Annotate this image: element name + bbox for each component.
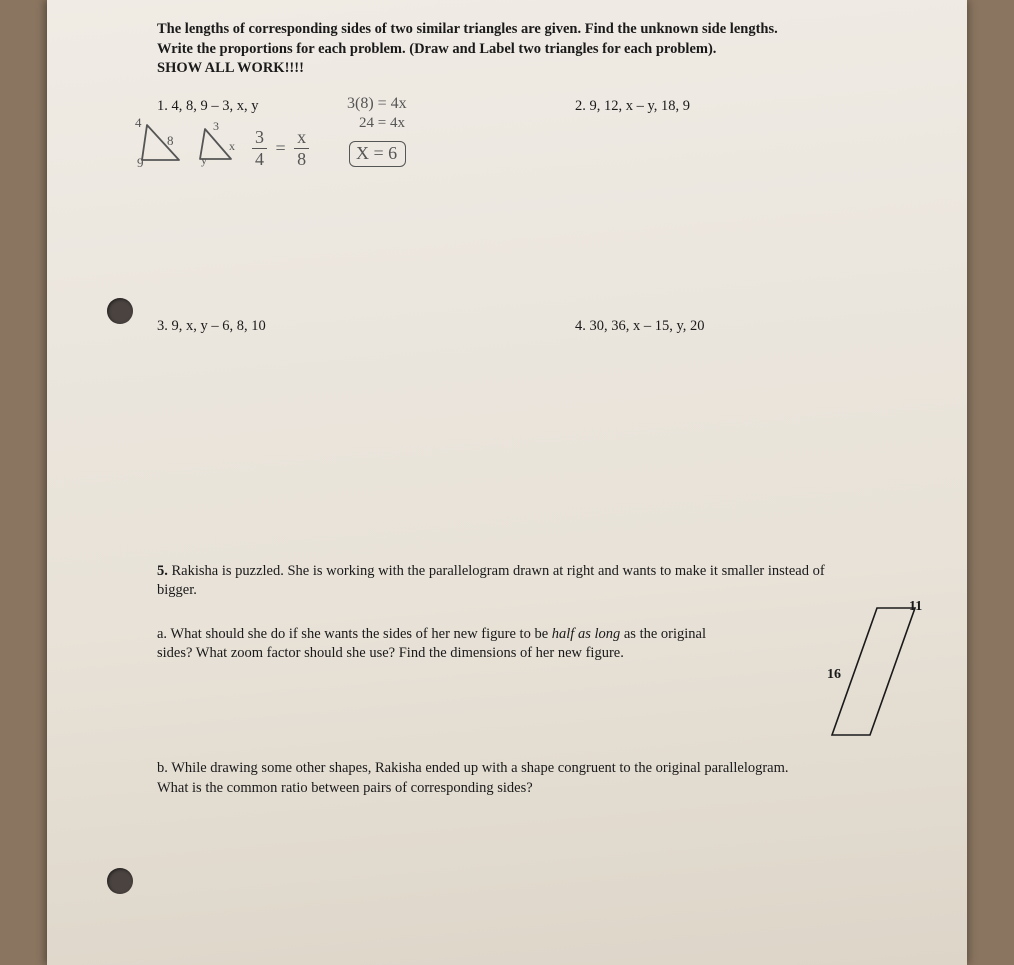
para-label-top: 11: [909, 600, 922, 614]
tri1-label: 8: [167, 133, 174, 149]
worksheet-page: The lengths of corresponding sides of tw…: [47, 0, 967, 965]
p5-a-italic: half as long: [552, 626, 620, 642]
punch-hole: [107, 298, 133, 324]
handwritten-eq: 24 = 4x: [359, 115, 405, 132]
p5-b-text: While drawing some other shapes, Rakisha…: [157, 760, 789, 796]
problem-1: 1. 4, 8, 9 – 3, x, y 4 8 9 3 x y 3 4: [157, 97, 575, 297]
proportion: 3 4 = x 8: [252, 127, 309, 170]
equals-sign: =: [276, 138, 286, 158]
p5-number: 5.: [157, 563, 168, 579]
problem-label: 1. 4, 8, 9 – 3, x, y: [157, 98, 259, 114]
tri2-label: 3: [213, 119, 219, 134]
para-label-left: 16: [827, 667, 841, 682]
frac-den: 8: [294, 149, 309, 170]
p5-a-label: a.: [157, 626, 167, 642]
frac-num: 3: [252, 127, 267, 149]
instruction-line: SHOW ALL WORK!!!!: [157, 59, 917, 79]
problem-label: 2. 9, 12, x – y, 18, 9: [575, 98, 690, 114]
instruction-line: The lengths of corresponding sides of tw…: [157, 20, 917, 40]
handwritten-eq: 3(8) = 4x: [347, 95, 407, 113]
tri2-label: y: [201, 153, 207, 168]
punch-hole: [107, 868, 133, 894]
parallelogram-figure: 11 16: [822, 600, 932, 755]
problems-row-1: 1. 4, 8, 9 – 3, x, y 4 8 9 3 x y 3 4: [157, 97, 917, 297]
problem-4: 4. 30, 36, x – 15, y, 20: [575, 317, 917, 517]
p5-intro-text: Rakisha is puzzled. She is working with …: [157, 563, 825, 599]
frac-num: x: [294, 127, 309, 149]
parallelogram-svg: 11 16: [822, 600, 932, 750]
p5-part-a: a. What should she do if she wants the s…: [157, 625, 727, 664]
tri1-label: 4: [135, 115, 142, 131]
boxed-answer: X = 6: [349, 141, 406, 167]
p5-b-label: b.: [157, 760, 168, 776]
problems-row-2: 3. 9, x, y – 6, 8, 10 4. 30, 36, x – 15,…: [157, 317, 917, 517]
instruction-line: Write the proportions for each problem. …: [157, 40, 917, 60]
p5-part-b: b. While drawing some other shapes, Raki…: [157, 759, 803, 798]
problem-label: 3. 9, x, y – 6, 8, 10: [157, 318, 266, 334]
p5-a-text: What should she do if she wants the side…: [167, 626, 552, 642]
tri2-label: x: [229, 139, 235, 154]
p5-intro: 5. Rakisha is puzzled. She is working wi…: [157, 562, 841, 601]
instructions-block: The lengths of corresponding sides of tw…: [157, 20, 917, 79]
tri1-label: 9: [137, 155, 144, 171]
problem-3: 3. 9, x, y – 6, 8, 10: [157, 317, 575, 517]
frac-den: 4: [252, 149, 267, 170]
problem-label: 4. 30, 36, x – 15, y, 20: [575, 318, 705, 334]
problem-5: 5. Rakisha is puzzled. She is working wi…: [157, 562, 917, 798]
problem-2: 2. 9, 12, x – y, 18, 9: [575, 97, 917, 297]
